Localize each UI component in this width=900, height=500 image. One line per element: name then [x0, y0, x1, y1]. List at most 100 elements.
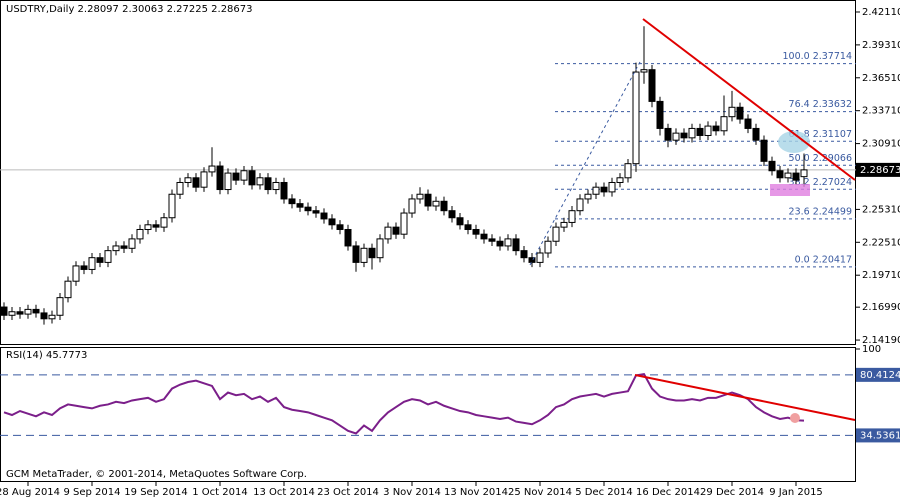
candle-body [552, 226, 560, 242]
x-tick-label: 23 Oct 2014 [317, 487, 379, 498]
candle-body [424, 193, 432, 207]
x-tick-label: 9 Jan 2015 [769, 487, 823, 498]
chart-title: USDTRY,Daily 2.28097 2.30063 2.27225 2.2… [6, 4, 253, 15]
candle-body [288, 198, 296, 205]
y-tick-label: 2.22510 [862, 237, 900, 248]
y-tick-label: 2.39310 [862, 40, 900, 51]
candle-body [768, 160, 776, 172]
candle-body [128, 238, 136, 249]
candle-body [88, 257, 96, 270]
candle-body [224, 172, 232, 191]
fib-base-line [529, 61, 641, 266]
candle-body [456, 217, 464, 226]
candle-body [96, 257, 104, 263]
candle-body [272, 181, 280, 191]
y-tick-label: 2.42110 [862, 7, 900, 18]
current-price-label: 2.28673 [860, 165, 900, 176]
candle-body [384, 226, 392, 240]
candle-body [696, 127, 704, 136]
candle-body [544, 240, 552, 254]
x-tick-label: 9 Sep 2014 [63, 487, 120, 498]
candle-body [776, 170, 784, 179]
candle-body [592, 186, 600, 195]
candle-body [520, 250, 528, 259]
candle-body [256, 177, 264, 186]
candle-body [264, 177, 272, 191]
candle-body [208, 165, 216, 173]
candle-body [392, 226, 400, 235]
x-tick-label: 1 Oct 2014 [192, 487, 247, 498]
candle-body [120, 245, 128, 249]
candle-body [176, 181, 184, 195]
candle-body [400, 212, 408, 235]
rsi-line [3, 372, 805, 435]
candle-body [360, 247, 368, 263]
candle-body [144, 224, 152, 230]
candle-body [760, 139, 768, 162]
candle-body [160, 217, 168, 228]
candle-body [496, 240, 504, 247]
trend-line [642, 18, 856, 181]
candle-body [624, 163, 632, 179]
candle-body [784, 172, 792, 179]
fib-label: 38.2 2.27024 [789, 177, 852, 188]
fib-label: 76.4 2.33632 [789, 99, 852, 110]
candle-body [184, 177, 192, 183]
candle-body [280, 181, 288, 200]
y-tick-label: 2.30910 [862, 139, 900, 150]
candle-body [104, 250, 112, 263]
y-tick-label: 2.25310 [862, 204, 900, 215]
candle-body [480, 233, 488, 240]
candle-body [192, 177, 200, 188]
candle-body [296, 203, 304, 208]
candle-body [328, 218, 336, 226]
fib-label: 23.6 2.24499 [789, 206, 852, 217]
candle-body [352, 245, 360, 263]
candle-body [216, 165, 224, 191]
rsi-trend-line [634, 374, 856, 421]
candle-body [712, 125, 720, 132]
candle-body [368, 247, 376, 259]
candle-body [504, 238, 512, 247]
candle-body [152, 224, 160, 228]
candle-body [648, 69, 656, 102]
candle-body [312, 210, 320, 214]
candle-body [680, 132, 688, 139]
highlight-ellipse [778, 131, 810, 153]
candle-body [576, 198, 584, 212]
rsi-panel [0, 347, 856, 482]
candle-body [728, 106, 736, 118]
x-tick-label: 5 Dec 2014 [575, 487, 633, 498]
x-tick-label: 3 Nov 2014 [383, 487, 441, 498]
candle-body [688, 127, 696, 139]
candle-body [464, 224, 472, 230]
y-tick-label: 2.19710 [862, 270, 900, 281]
footer: GCM MetaTrader, © 2001-2014, MetaQuotes … [6, 469, 307, 480]
candle-body [72, 265, 80, 282]
candle-body [48, 314, 56, 320]
current-price-box [856, 162, 900, 177]
candle-body [632, 71, 640, 165]
candle-body [112, 245, 120, 252]
fib-label: 100.0 2.37714 [782, 51, 852, 62]
candle-body [32, 308, 40, 314]
x-tick-label: 19 Sep 2014 [124, 487, 187, 498]
candle-body [640, 69, 648, 73]
rsi-title: RSI(14) 45.7773 [6, 350, 87, 361]
fib-label: 50.0 2.29066 [789, 153, 852, 164]
y-tick-label: 100 [862, 344, 881, 355]
candle-body [240, 170, 248, 181]
candle-body [664, 127, 672, 141]
main-panel [0, 0, 856, 345]
y-tick-label: 80.4124 [860, 370, 900, 381]
candle-body [744, 118, 752, 129]
candle-body [64, 280, 72, 299]
candle-body [200, 171, 208, 188]
candle-body [672, 132, 680, 141]
candle-body [0, 306, 8, 316]
candle-body [792, 172, 800, 181]
x-tick-label: 28 Aug 2014 [0, 487, 60, 498]
x-tick-label: 13 Nov 2014 [444, 487, 508, 498]
x-tick-label: 25 Nov 2014 [508, 487, 572, 498]
